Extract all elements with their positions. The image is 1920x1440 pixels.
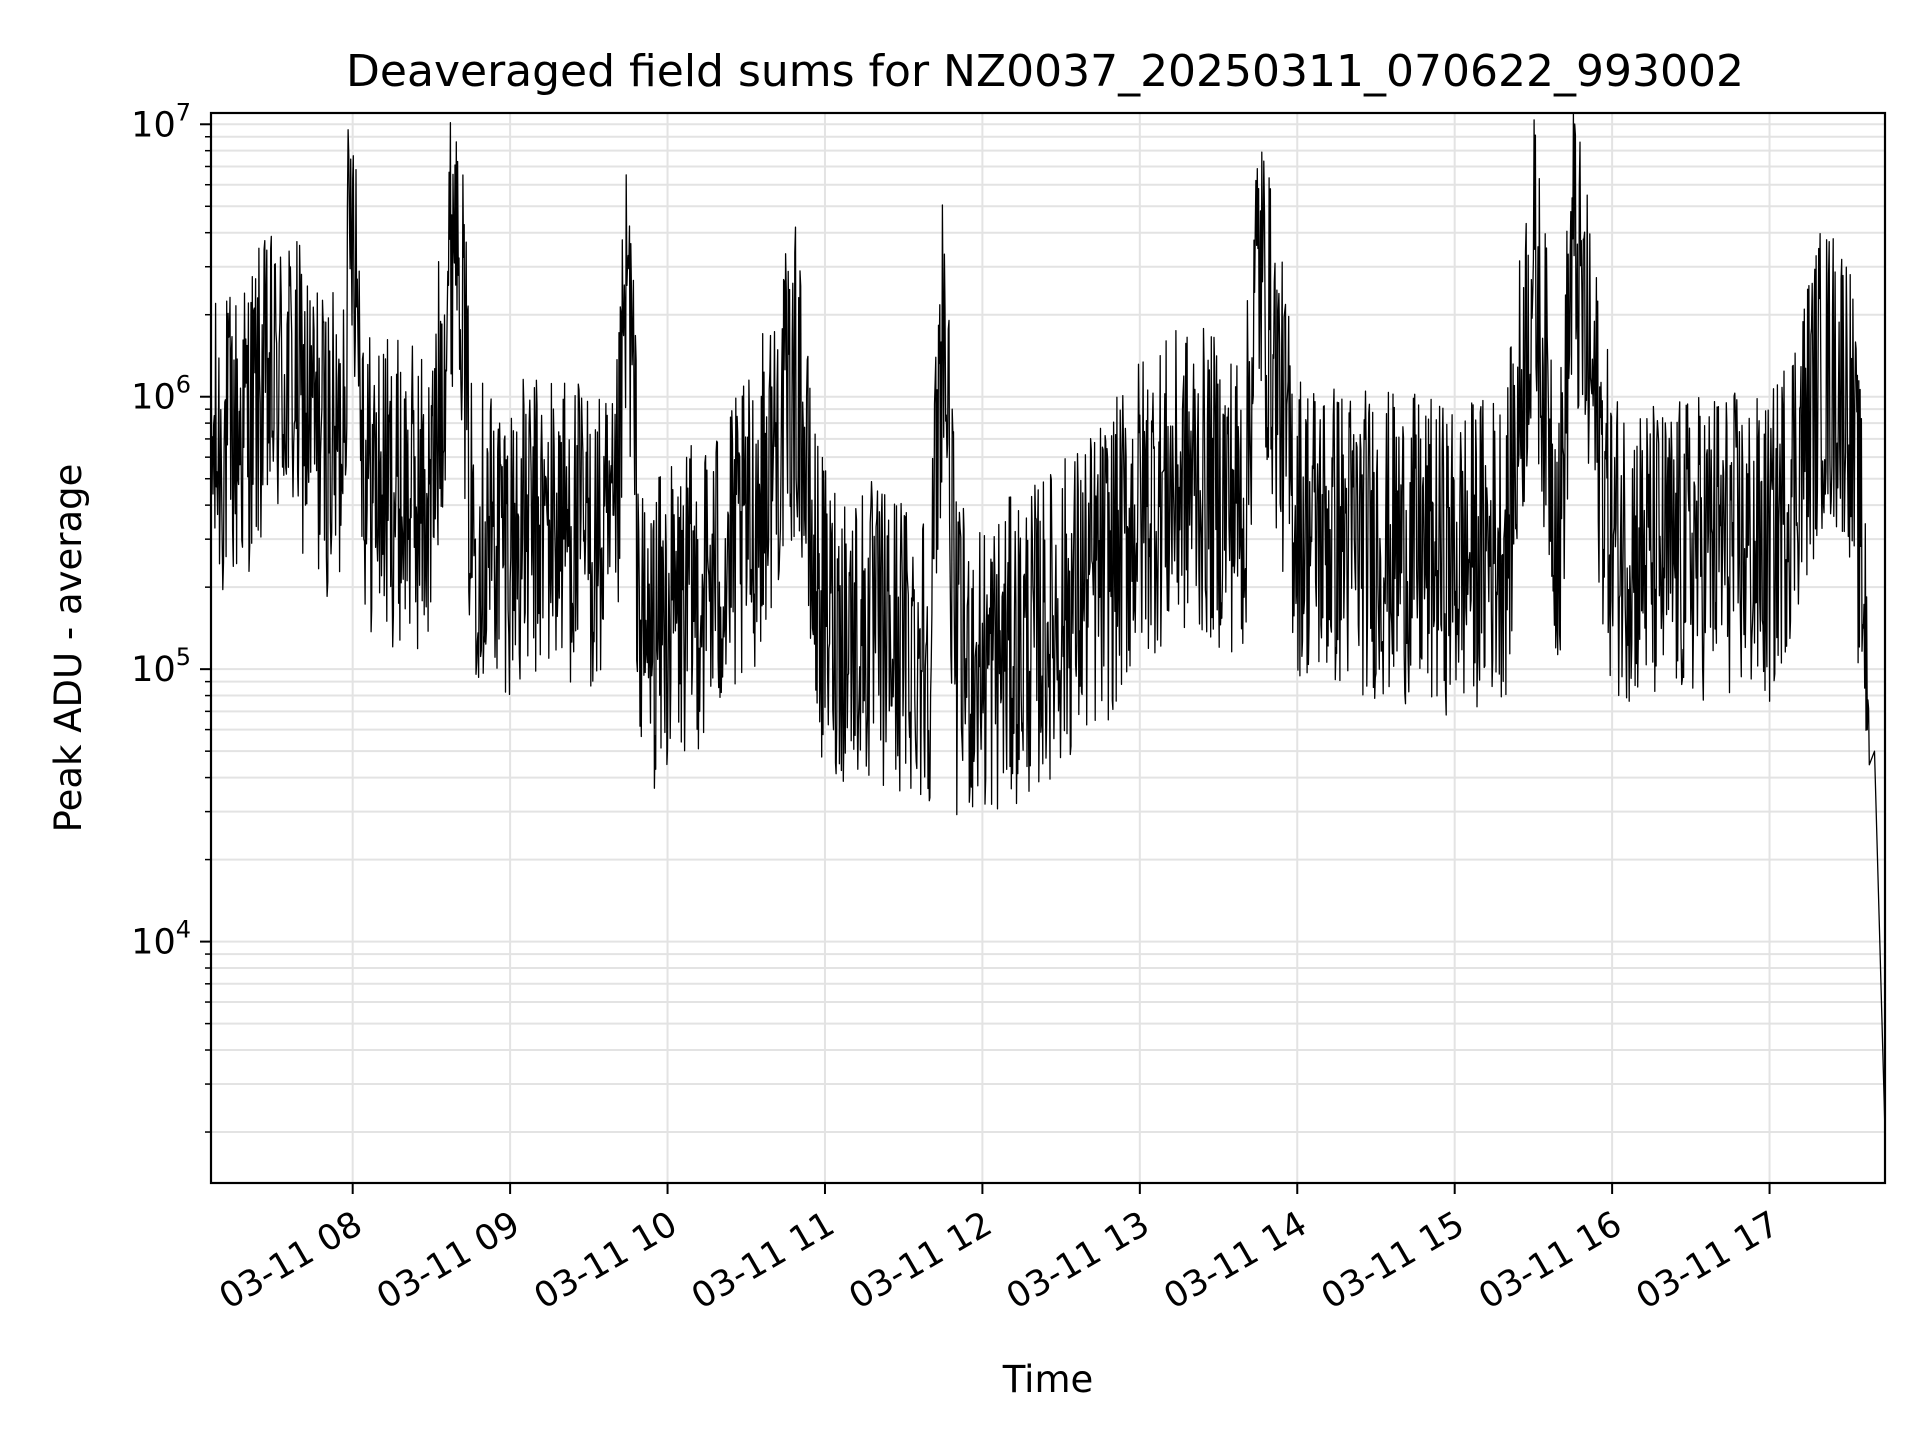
x-axis-label: Time (1002, 1358, 1094, 1401)
y-tick-label: 104 (131, 916, 191, 963)
chart-title: Deaveraged field sums for NZ0037_2025031… (346, 46, 1744, 97)
series-layer (210, 112, 1886, 1133)
y-tick-label: 106 (131, 371, 191, 418)
y-axis: 104 105 106 107 (131, 98, 211, 1133)
plot-frame (209, 111, 1887, 1185)
y-axis-label: Peak ADU - average (47, 464, 90, 833)
series-line (210, 112, 1886, 1133)
grid (211, 113, 1885, 1183)
y-tick-label: 105 (131, 643, 191, 690)
y-tick-label: 107 (131, 98, 191, 145)
